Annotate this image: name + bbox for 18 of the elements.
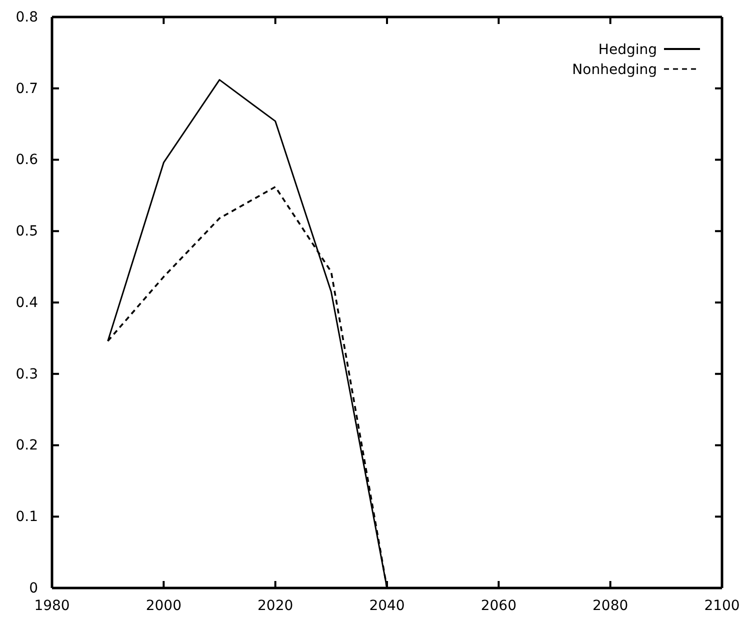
- x-tick-label: 2080: [592, 598, 628, 614]
- y-tick-label: 0.5: [16, 224, 38, 240]
- y-tick-label: 0.2: [16, 438, 38, 454]
- y-tick-label: 0.7: [16, 80, 38, 97]
- legend-label: Nonhedging: [572, 62, 657, 78]
- y-tick-label: 0.3: [16, 366, 38, 382]
- y-tick-label: 0.6: [16, 152, 38, 168]
- x-tick-label: 2100: [704, 598, 740, 614]
- x-tick-label: 1980: [34, 598, 70, 614]
- x-tick-label: 2040: [369, 598, 405, 614]
- y-tick-label: 0.4: [16, 294, 38, 311]
- x-tick-label: 2020: [258, 598, 294, 614]
- legend-label: Hedging: [598, 42, 657, 58]
- y-tick-label: 0.8: [16, 9, 38, 26]
- y-tick-label: 0: [29, 580, 38, 596]
- y-tick-label: 0.1: [16, 509, 38, 526]
- x-tick-label: 2000: [146, 598, 182, 614]
- x-tick-label: 2060: [480, 598, 516, 614]
